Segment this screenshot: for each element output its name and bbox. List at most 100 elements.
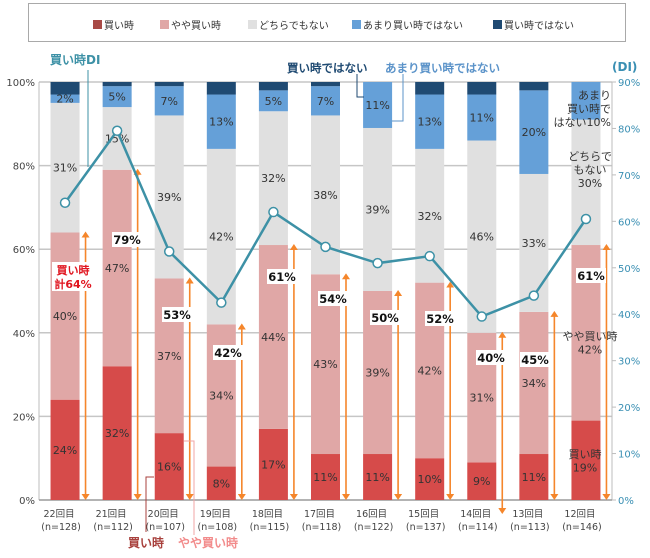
bar-stack-10 [571, 82, 601, 500]
total-label-box: 50% [370, 310, 400, 325]
legend-label: どちらでもない [259, 21, 329, 32]
legend-swatch [93, 20, 102, 29]
bar-segment-buy [415, 458, 445, 500]
bar-segment-somewhat-buy [519, 311, 549, 455]
y2-tick-label: 40% [618, 310, 640, 321]
bar-segment-not-buy [519, 82, 549, 91]
segment-label: 34% [522, 377, 546, 390]
segment-label: 47% [105, 262, 129, 275]
bar-segment-not-buy [206, 82, 236, 95]
legend-label: 買い時ではない [504, 21, 574, 32]
segment-label: 31% [470, 392, 494, 405]
x-sample-size-label: (n=118) [302, 522, 342, 533]
bar-segment-not-really [102, 86, 132, 108]
bottom-somewhat-buy-label: やや買い時 [178, 536, 239, 550]
legend-swatch [493, 20, 502, 29]
bar-segment-not-buy [467, 82, 497, 95]
x-sample-size-label: (n=112) [93, 522, 133, 533]
segment-label: 34% [209, 390, 233, 403]
total-label: 50% [371, 311, 399, 325]
bar-segment-buy [258, 428, 288, 500]
di-axis-label: (DI) [612, 60, 638, 74]
bar12-label: あまり [578, 89, 611, 102]
buy-total-label-line1: 買い時 [57, 263, 90, 277]
legend-label: 買い時 [104, 21, 134, 32]
label-background [52, 262, 94, 291]
legend-swatch [160, 20, 169, 29]
segment-label: 2% [56, 93, 73, 106]
total-label: 45% [521, 353, 549, 367]
bar-segment-neither [50, 102, 80, 233]
x-category-label: 17回目 [304, 509, 335, 520]
not-really-leader-line [392, 74, 404, 122]
bar-segment-not-buy [154, 82, 184, 87]
bar-segment-not-really [415, 94, 445, 149]
bar-stack-8: 9% 31% 46% 11% [467, 82, 497, 500]
x-category-label: 21回目 [96, 509, 127, 520]
segment-label: 37% [157, 350, 181, 363]
segment-label: 11% [470, 112, 494, 125]
x-sample-size-label: (n=114) [458, 522, 498, 533]
label-background [520, 352, 550, 367]
total-label-box: 52% [425, 311, 455, 326]
bar-segment-buy [519, 454, 549, 500]
bar-segment-not-really [363, 82, 393, 128]
di-point [111, 125, 123, 137]
x-sample-size-label: (n=146) [562, 522, 602, 533]
label-background [112, 232, 142, 247]
x-sample-size-label: (n=128) [41, 522, 81, 533]
bar12-label: 19% [573, 462, 597, 475]
bar-segment-buy [102, 366, 132, 500]
bar12-label: 買い時 [569, 448, 602, 461]
bar-stack-0: 24% 40% 31% 2% [50, 82, 80, 500]
segment-label: 33% [522, 237, 546, 250]
bar12-label: 42% [578, 344, 602, 357]
bar-segment-not-buy [311, 82, 340, 87]
total-label: 42% [214, 346, 242, 360]
label-background [425, 311, 455, 326]
y2-tick-label: 50% [618, 264, 640, 275]
y-tick-label: 60% [13, 245, 35, 256]
bar-segment-neither [467, 140, 497, 333]
segment-label: 17% [261, 458, 285, 471]
segment-label: 39% [365, 203, 389, 216]
segment-label: 20% [522, 126, 546, 139]
total-label: 61% [268, 270, 296, 284]
bar-segment-buy [467, 462, 497, 500]
x-category-label: 15回目 [408, 509, 439, 520]
di-point [216, 297, 227, 308]
bar-segment-not-buy [415, 82, 445, 95]
bar-segment-not-buy [50, 82, 80, 95]
total-label-box: 61% [576, 268, 606, 283]
segment-label: 43% [313, 358, 337, 371]
segment-label: 13% [417, 116, 441, 129]
label-background [162, 307, 192, 322]
bottom-buy-leader-line [145, 476, 154, 532]
bar-stack-1: 32%47%15%5% [102, 82, 132, 500]
bar12-label: もない [574, 164, 607, 177]
y2-tick-label: 0% [618, 496, 634, 507]
segment-label: 44% [261, 331, 285, 344]
not-buy-leader-line [356, 74, 364, 98]
segment-label: 11% [313, 471, 337, 484]
total-label: 61% [577, 269, 605, 283]
x-sample-size-label: (n=113) [510, 522, 550, 533]
legend-label: やや買い時 [171, 21, 221, 32]
segment-label: 39% [365, 367, 389, 380]
bar-segment-buy [154, 433, 184, 500]
bar-segment-somewhat-buy [102, 169, 132, 367]
total-label-box: 79% [112, 232, 142, 247]
bar-stack-7: 10% 42% 32% 13% [415, 82, 445, 500]
bar-segment-neither [519, 173, 549, 312]
segment-label: 9% [473, 475, 490, 488]
di-point [580, 213, 592, 225]
bar12-label: 30% [578, 177, 602, 190]
x-sample-size-label: (n=115) [250, 522, 290, 533]
bar-segment-buy [311, 454, 340, 500]
x-category-label: 12回目 [564, 509, 595, 520]
segment-label: 11% [365, 99, 389, 112]
bar-segment-buy [206, 466, 236, 500]
y2-tick-label: 90% [618, 78, 640, 89]
segment-label: 8% [213, 477, 230, 490]
